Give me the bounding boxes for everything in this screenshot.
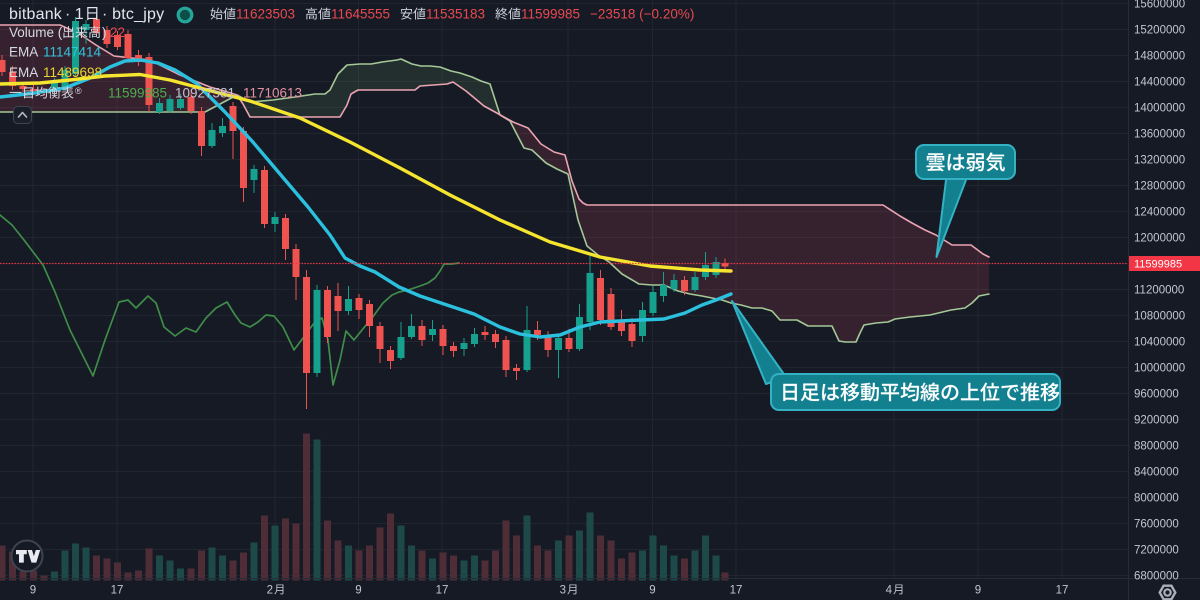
svg-text:7200000: 7200000 <box>1134 545 1179 557</box>
svg-text:22: 22 <box>110 25 125 40</box>
svg-text:11645555: 11645555 <box>331 7 390 22</box>
svg-text:· btc_jpy: · btc_jpy <box>102 6 164 23</box>
svg-text:11599985: 11599985 <box>521 7 580 22</box>
svg-text:12400000: 12400000 <box>1134 207 1185 219</box>
svg-text:3: 3 <box>560 585 566 597</box>
svg-text:12800000: 12800000 <box>1134 181 1185 193</box>
svg-text:8000000: 8000000 <box>1134 493 1179 505</box>
svg-text:8800000: 8800000 <box>1134 441 1179 453</box>
svg-text:11623503: 11623503 <box>236 7 295 22</box>
svg-text:11599985: 11599985 <box>1134 259 1182 271</box>
svg-text:11147414: 11147414 <box>43 45 102 60</box>
svg-text:): ) <box>102 25 107 40</box>
svg-text:· 1: · 1 <box>65 6 84 23</box>
svg-text:13200000: 13200000 <box>1134 155 1185 167</box>
svg-text:13600000: 13600000 <box>1134 129 1185 141</box>
svg-text:11599985: 11599985 <box>108 86 167 101</box>
svg-text:11200000: 11200000 <box>1134 285 1184 297</box>
svg-text:9: 9 <box>975 585 981 597</box>
svg-text:®: ® <box>75 86 82 96</box>
svg-text:9: 9 <box>355 585 361 597</box>
svg-text:bitbank: bitbank <box>9 6 63 23</box>
svg-text:8400000: 8400000 <box>1134 467 1179 479</box>
svg-text:12000000: 12000000 <box>1134 233 1185 245</box>
svg-text:10400000: 10400000 <box>1134 337 1185 349</box>
svg-text:EMA: EMA <box>9 45 38 60</box>
svg-text:10800000: 10800000 <box>1134 311 1185 323</box>
svg-text:15200000: 15200000 <box>1134 25 1185 37</box>
svg-text:11535183: 11535183 <box>426 7 485 22</box>
svg-text:14000000: 14000000 <box>1134 103 1185 115</box>
svg-text:Volume (: Volume ( <box>9 25 63 40</box>
svg-text:10927581: 10927581 <box>175 86 235 101</box>
svg-text:2: 2 <box>267 585 273 597</box>
svg-text:14400000: 14400000 <box>1134 77 1185 89</box>
svg-text:17: 17 <box>1056 585 1069 597</box>
svg-text:4: 4 <box>886 585 893 597</box>
svg-text:10000000: 10000000 <box>1134 363 1185 375</box>
svg-text:11710613: 11710613 <box>243 86 302 101</box>
svg-text:9600000: 9600000 <box>1134 389 1179 401</box>
svg-text:15600000: 15600000 <box>1134 0 1185 11</box>
svg-text:7600000: 7600000 <box>1134 519 1179 531</box>
svg-text:17: 17 <box>730 585 743 597</box>
svg-text:9200000: 9200000 <box>1134 415 1179 427</box>
svg-text:−23518 (−0.20%): −23518 (−0.20%) <box>590 7 694 22</box>
svg-text:9: 9 <box>649 585 655 597</box>
svg-text:EMA: EMA <box>9 65 38 80</box>
svg-text:11489698: 11489698 <box>43 65 102 80</box>
svg-text:9: 9 <box>30 585 36 597</box>
svg-text:17: 17 <box>436 585 449 597</box>
svg-text:14800000: 14800000 <box>1134 51 1185 63</box>
svg-text:17: 17 <box>111 585 124 597</box>
svg-text:6800000: 6800000 <box>1134 571 1179 583</box>
